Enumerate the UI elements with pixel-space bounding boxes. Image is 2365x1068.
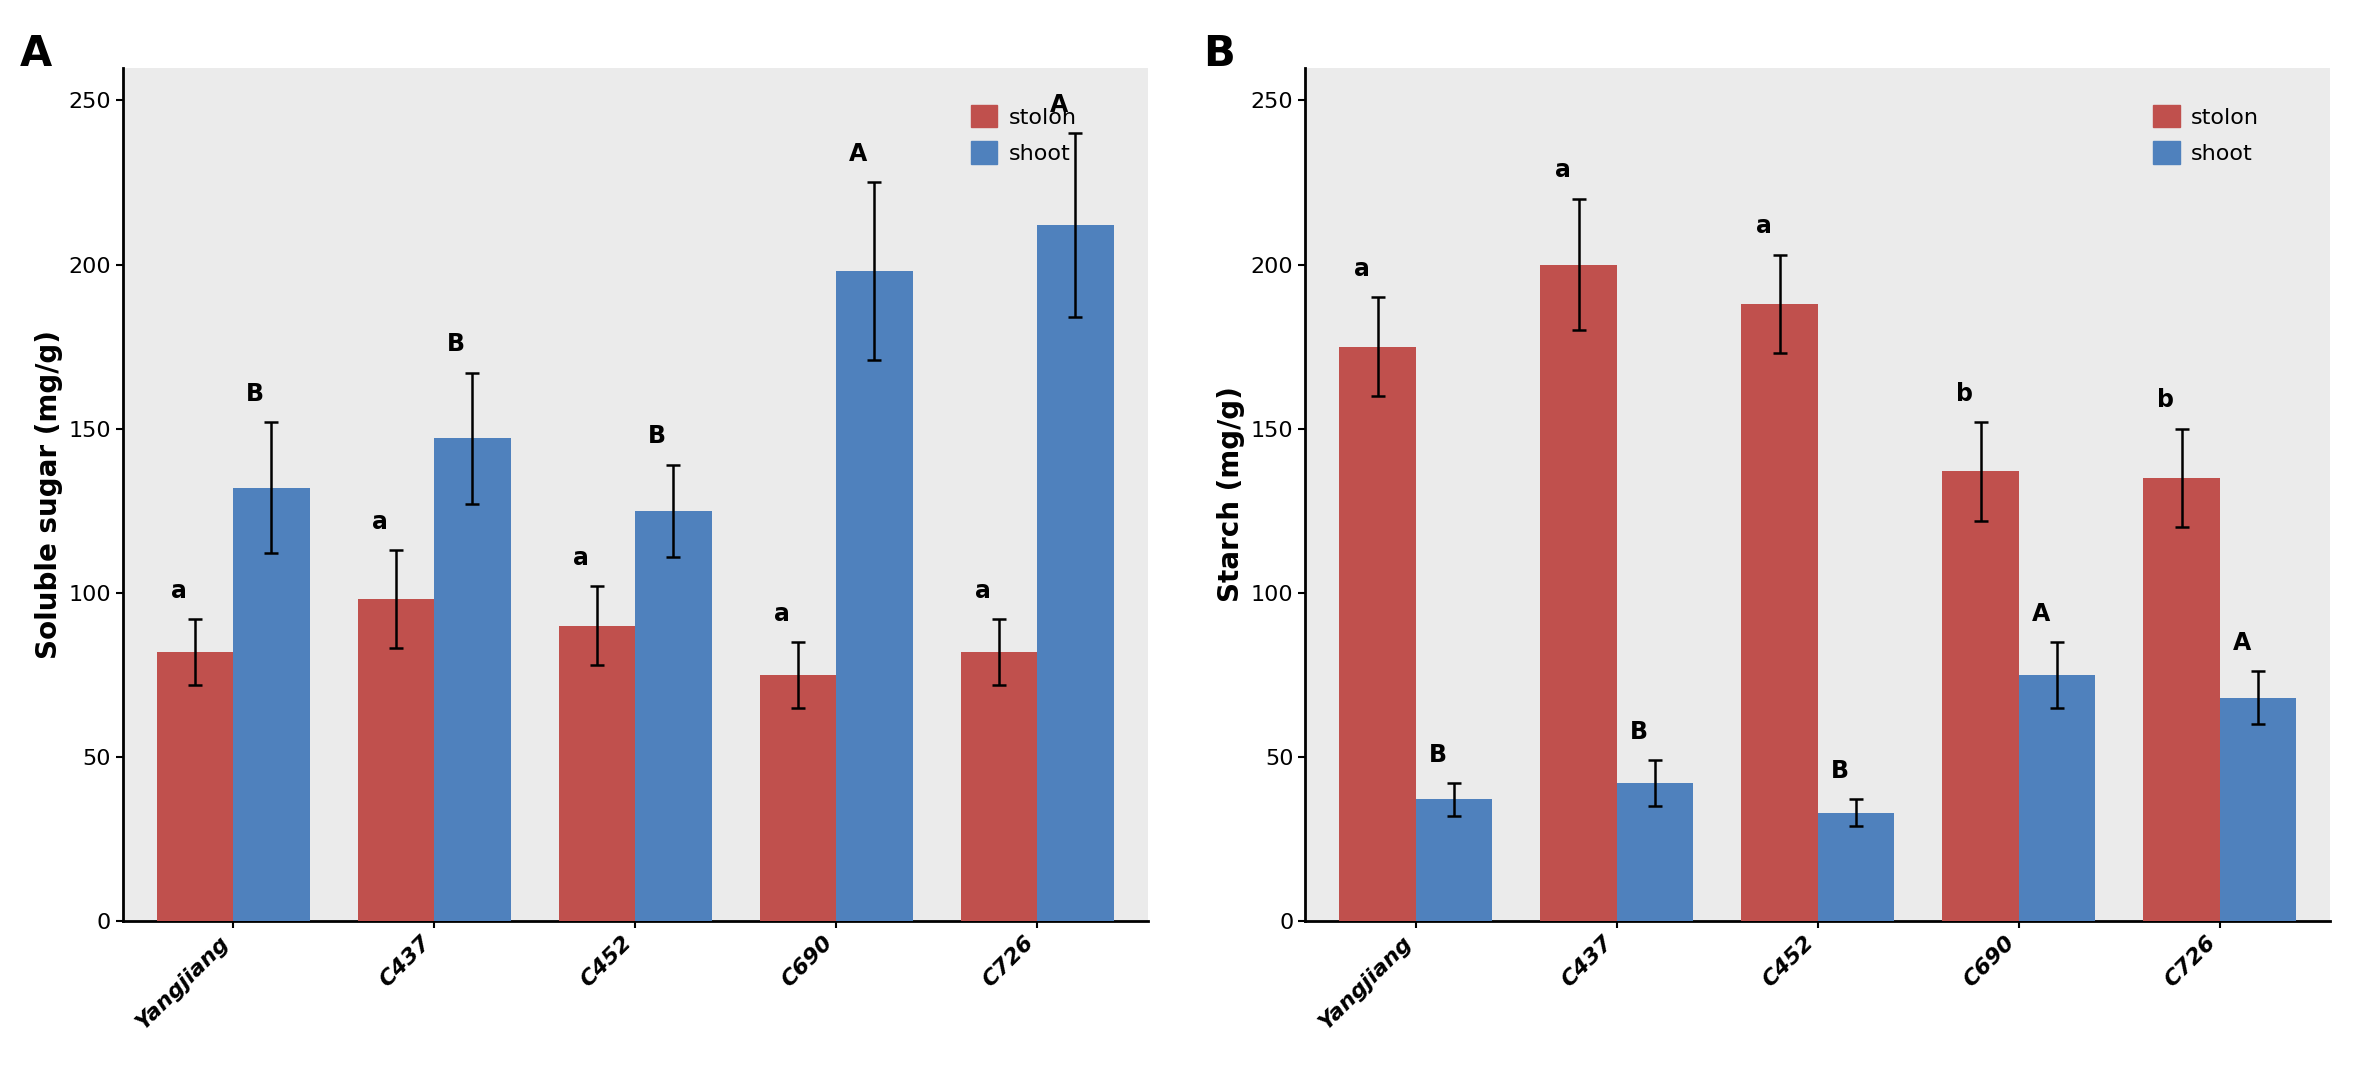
Text: A: A <box>849 142 868 166</box>
Legend: stolon, shoot: stolon, shoot <box>963 96 1086 173</box>
Bar <box>234 488 310 921</box>
Text: B: B <box>648 424 667 449</box>
Text: A: A <box>2233 631 2251 655</box>
Bar <box>1038 225 1114 921</box>
Bar <box>1540 265 1618 921</box>
Text: a: a <box>773 601 790 626</box>
Bar <box>558 626 636 921</box>
Bar <box>1417 800 1492 921</box>
Text: B: B <box>1629 720 1648 743</box>
Text: B: B <box>1204 33 1235 76</box>
Text: b: b <box>1956 381 1972 406</box>
Bar <box>2221 697 2296 921</box>
Bar <box>435 439 511 921</box>
Bar <box>2143 477 2221 921</box>
Text: B: B <box>246 381 265 406</box>
Text: A: A <box>1050 93 1069 116</box>
Text: a: a <box>572 546 589 569</box>
Bar <box>636 511 712 921</box>
Y-axis label: Starch (mg/g): Starch (mg/g) <box>1218 387 1246 602</box>
Text: B: B <box>1428 742 1447 767</box>
Legend: stolon, shoot: stolon, shoot <box>2145 96 2268 173</box>
Text: B: B <box>447 332 466 357</box>
Bar <box>1819 813 1894 921</box>
Bar <box>156 651 234 921</box>
Bar <box>960 651 1038 921</box>
Text: B: B <box>1831 759 1849 783</box>
Text: a: a <box>1554 158 1570 183</box>
Text: A: A <box>21 33 52 76</box>
Bar <box>357 599 435 921</box>
Text: a: a <box>170 579 187 602</box>
Bar <box>759 675 837 921</box>
Text: a: a <box>371 509 388 534</box>
Text: a: a <box>974 579 991 602</box>
Text: a: a <box>1353 257 1369 281</box>
Y-axis label: Soluble sugar (mg/g): Soluble sugar (mg/g) <box>35 330 64 659</box>
Bar <box>2020 675 2095 921</box>
Bar <box>1339 347 1417 921</box>
Text: b: b <box>2157 388 2173 412</box>
Bar <box>1942 471 2020 921</box>
Text: A: A <box>2032 601 2050 626</box>
Bar <box>1741 304 1819 921</box>
Text: a: a <box>1755 215 1771 238</box>
Bar <box>1618 783 1693 921</box>
Bar <box>837 271 913 921</box>
